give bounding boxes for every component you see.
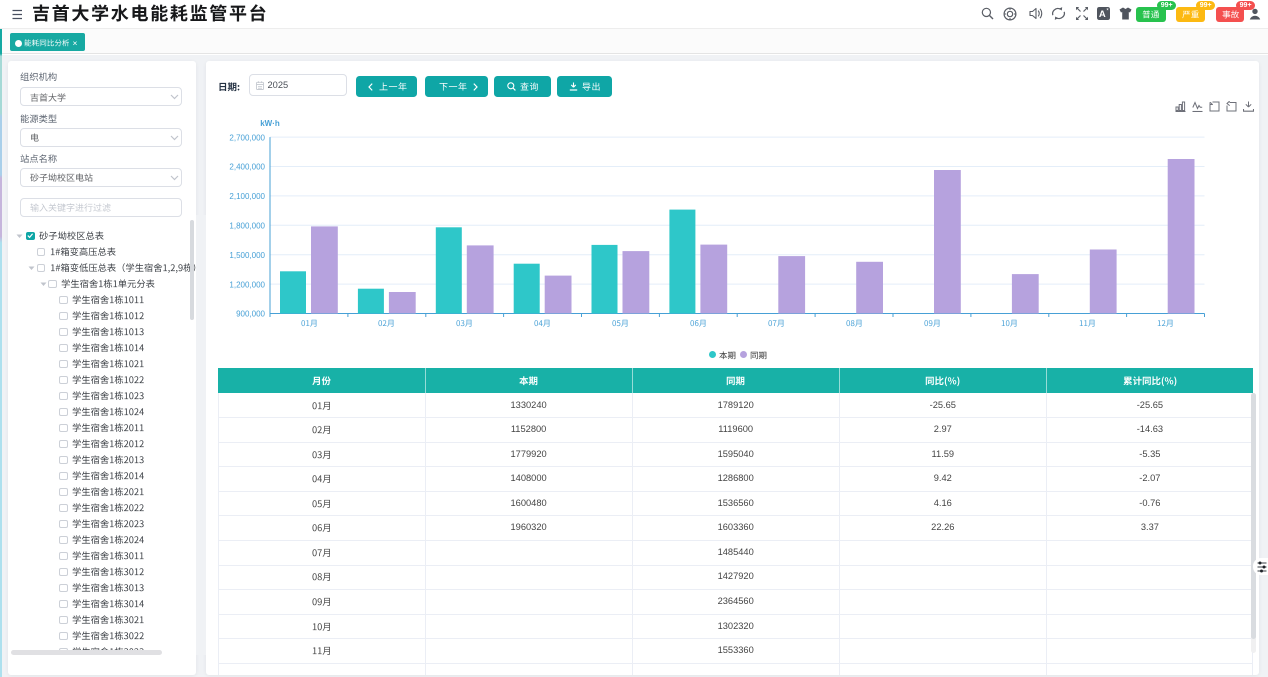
svg-text:1,800,000: 1,800,000 — [229, 222, 265, 231]
svg-text:1,200,000: 1,200,000 — [229, 280, 265, 289]
svg-text:900,000: 900,000 — [236, 310, 265, 319]
svg-text:1,500,000: 1,500,000 — [229, 251, 265, 260]
svg-text:*: * — [1106, 9, 1109, 15]
svg-text:2,100,000: 2,100,000 — [229, 192, 265, 201]
svg-text:2,400,000: 2,400,000 — [229, 163, 265, 172]
svg-text:A: A — [1099, 9, 1106, 20]
svg-text:kW·h: kW·h — [260, 119, 280, 128]
svg-text:2,700,000: 2,700,000 — [229, 133, 265, 142]
